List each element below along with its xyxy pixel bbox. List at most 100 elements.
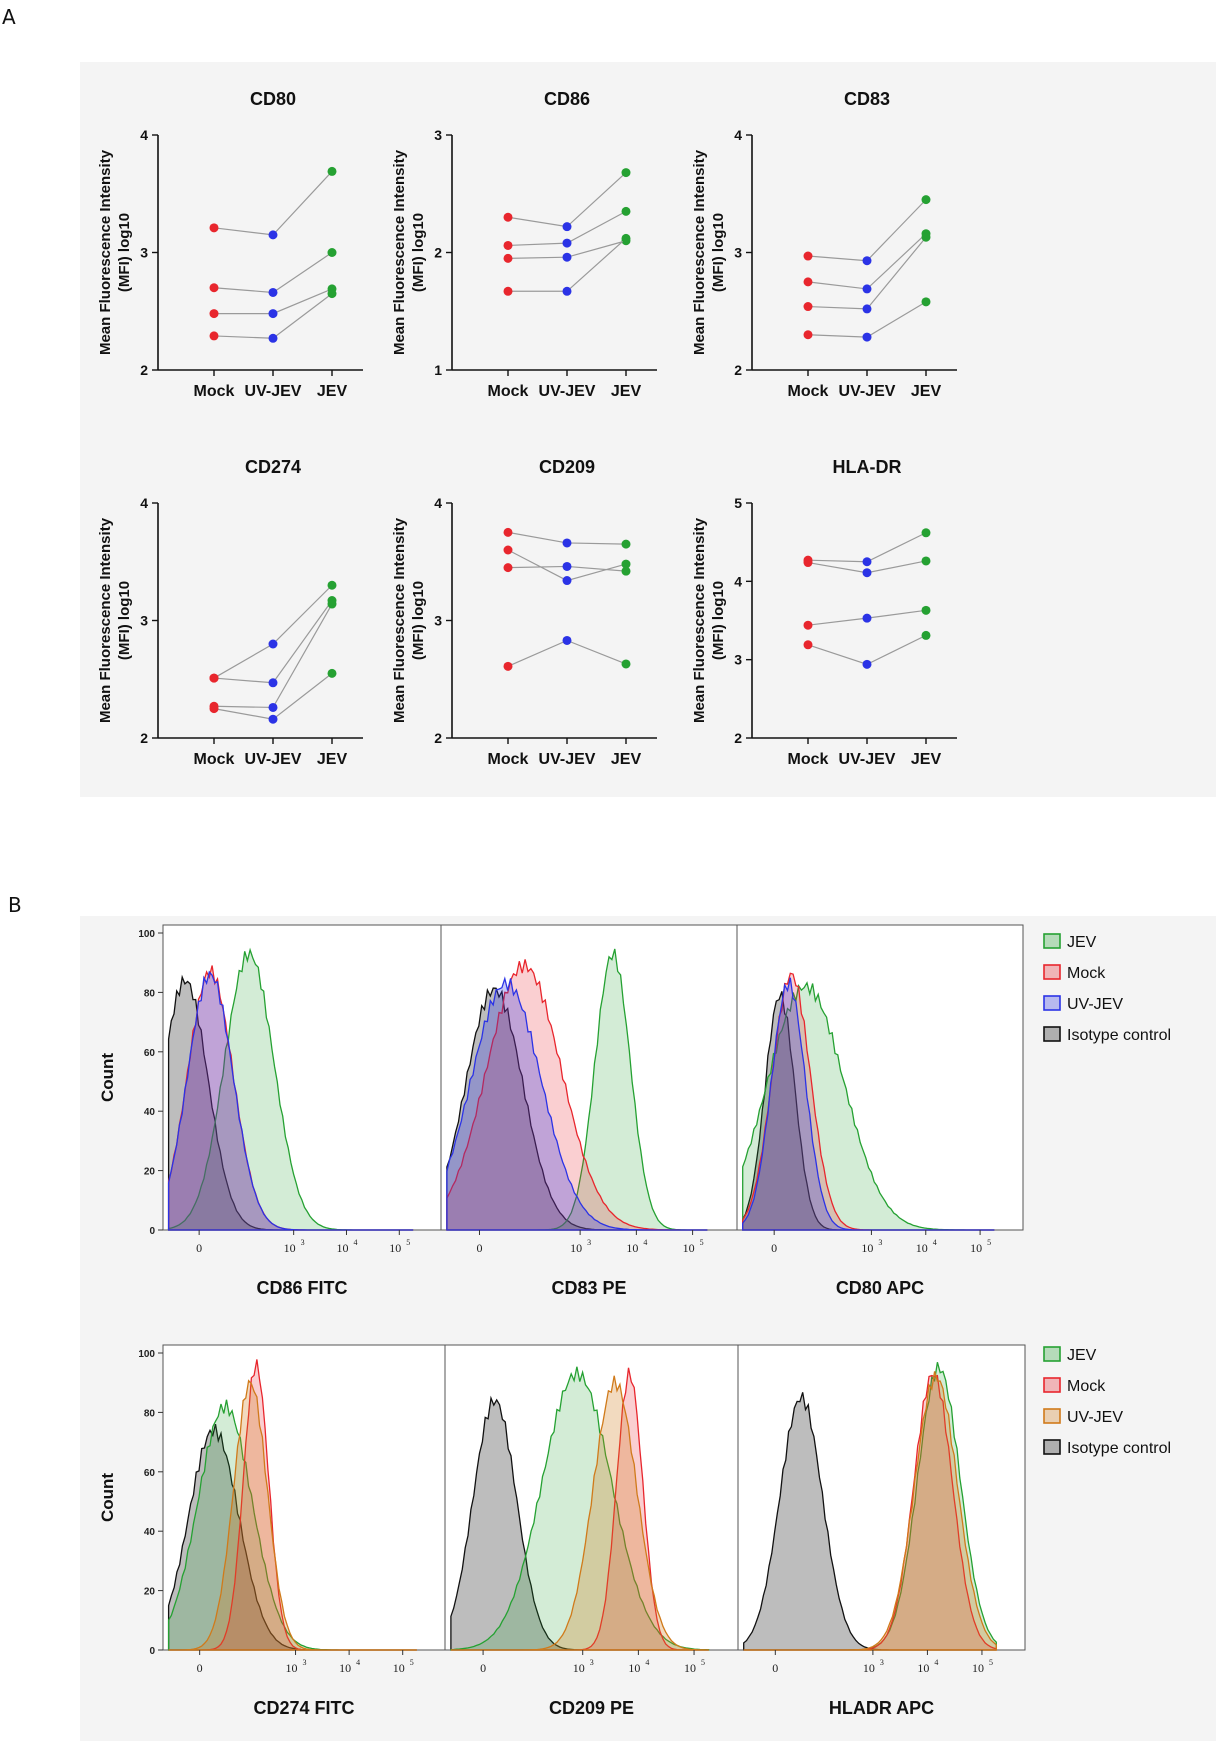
data-point-uv-jev [268, 678, 278, 688]
histogram-x-axis-label: CD209 PE [549, 1698, 634, 1718]
chart-title: CD209 [539, 457, 595, 477]
y-tick-label: 2 [140, 362, 148, 378]
histogram-x-tick-label: 10 [573, 1661, 585, 1675]
y-axis-label: (MFI) log10 [116, 581, 133, 660]
data-point-mock [209, 704, 219, 714]
data-point-uv-jev [268, 333, 278, 343]
legend-swatch-uv-jev [1043, 995, 1061, 1011]
panel-letter-b: B [8, 893, 22, 917]
data-point-jev [621, 559, 631, 569]
histogram-x-tick-label: 10 [684, 1661, 696, 1675]
data-point-jev [621, 168, 631, 178]
histogram-x-tick-label: 0 [480, 1661, 486, 1675]
data-point-mock [803, 302, 813, 312]
chart-title: CD83 [844, 89, 890, 109]
y-tick-label: 2 [734, 362, 742, 378]
data-point-uv-jev [562, 635, 572, 645]
x-category-label: JEV [611, 751, 642, 768]
histogram-y-tick-label: 40 [144, 1107, 156, 1118]
histogram-frame [737, 1344, 1026, 1651]
histogram-x-tick-exponent: 5 [410, 1658, 414, 1667]
legend-swatch-jev [1043, 933, 1061, 949]
histogram-y-tick-label: 80 [144, 988, 156, 999]
data-point-jev [921, 556, 931, 566]
data-point-uv-jev [268, 230, 278, 240]
data-point-jev [327, 289, 337, 299]
legend-label: JEV [1067, 1347, 1097, 1364]
x-category-label: UV-JEV [839, 751, 896, 768]
scatter-chart-cd209: CD209 Mean Fluorescence Intensity (MFI) lo… [391, 457, 657, 768]
y-axis-label: (MFI) log10 [710, 581, 727, 660]
histogram-x-tick-label: 10 [683, 1241, 695, 1255]
y-axis-label: (MFI) log10 [710, 213, 727, 292]
y-axis-label: Mean Fluorescence Intensity [97, 517, 114, 723]
data-point-mock [503, 661, 513, 671]
legend-label: UV-JEV [1067, 996, 1123, 1013]
histogram-y-tick-label: 20 [144, 1587, 156, 1598]
data-point-mock [209, 309, 219, 319]
histogram-x-tick-exponent: 4 [356, 1658, 360, 1667]
legend-label: JEV [1067, 934, 1097, 951]
legend-label: Isotype control [1067, 1027, 1171, 1044]
x-category-label: Mock [194, 751, 235, 768]
x-category-label: UV-JEV [539, 751, 596, 768]
histogram-curve-uvjev [167, 970, 414, 1231]
y-tick-label: 2 [734, 730, 742, 746]
data-point-mock [209, 673, 219, 683]
data-point-uv-jev [268, 714, 278, 724]
histogram-x-axis-label: CD83 PE [551, 1278, 626, 1298]
scatter-chart-cd83: CD83 Mean Fluorescence Intensity (MFI) log… [691, 89, 957, 400]
data-point-mock [803, 330, 813, 340]
histogram-x-tick-label: 10 [861, 1241, 873, 1255]
histogram-y-tick-label: 100 [138, 929, 155, 940]
histogram-x-tick-exponent: 5 [989, 1658, 993, 1667]
histogram-x-tick-label: 10 [970, 1241, 982, 1255]
data-point-jev [327, 166, 337, 176]
chart-title: HLA-DR [833, 457, 902, 477]
histogram-y-tick-label: 0 [149, 1646, 155, 1657]
chart-title: CD80 [250, 89, 296, 109]
legend-swatch-mock [1043, 1377, 1061, 1393]
data-point-jev [921, 630, 931, 640]
histogram-curve-uvjev [450, 1375, 709, 1651]
histogram-panel-cd86-fitc: 0 10 3 10 4 10 5 CD86 FITC 0 20 40 60 80 100 Count [98, 924, 442, 1298]
y-tick-label: 3 [734, 245, 742, 261]
histogram-frame [162, 1344, 446, 1651]
chart-title: CD274 [245, 457, 301, 477]
histogram-y-axis-label: Count [98, 1473, 117, 1522]
data-point-mock [803, 277, 813, 287]
histogram-x-tick-exponent: 5 [987, 1238, 991, 1247]
histogram-curve-uvjev [446, 976, 708, 1231]
data-point-jev [327, 248, 337, 257]
y-axis-label: Mean Fluorescence Intensity [97, 149, 114, 355]
legend-swatch-mock [1043, 964, 1061, 980]
data-point-uv-jev [862, 256, 872, 266]
x-category-label: JEV [911, 751, 942, 768]
data-point-jev [621, 539, 631, 549]
x-category-label: UV-JEV [839, 383, 896, 400]
histogram-x-axis-label: CD80 APC [836, 1278, 924, 1298]
x-category-label: UV-JEV [539, 383, 596, 400]
histogram-x-tick-label: 10 [916, 1241, 928, 1255]
y-axis-label: Mean Fluorescence Intensity [691, 149, 708, 355]
histogram-x-tick-label: 0 [197, 1661, 203, 1675]
y-tick-label: 3 [140, 613, 148, 629]
histogram-y-tick-label: 60 [144, 1048, 156, 1059]
y-tick-label: 4 [434, 495, 442, 511]
y-axis-label: Mean Fluorescence Intensity [691, 517, 708, 723]
y-tick-label: 3 [434, 127, 442, 143]
histogram-panel-hladr-apc: 0 10 3 10 4 10 5 HLADR APC [737, 1344, 1026, 1718]
legend-swatch-isotype-control [1043, 1439, 1061, 1455]
data-point-mock [503, 212, 513, 222]
legend-swatch-uv-jev [1043, 1408, 1061, 1424]
histogram-x-tick-exponent: 3 [878, 1238, 882, 1247]
histogram-x-tick-exponent: 5 [700, 1238, 704, 1247]
histogram-x-tick-label: 10 [286, 1661, 298, 1675]
histogram-curve-uvjev [168, 1379, 417, 1651]
histogram-x-tick-exponent: 3 [590, 1658, 594, 1667]
data-point-uv-jev [862, 557, 872, 567]
data-point-mock [503, 527, 513, 537]
chart-title: CD86 [544, 89, 590, 109]
data-point-jev [921, 232, 931, 242]
data-point-jev [621, 233, 631, 243]
